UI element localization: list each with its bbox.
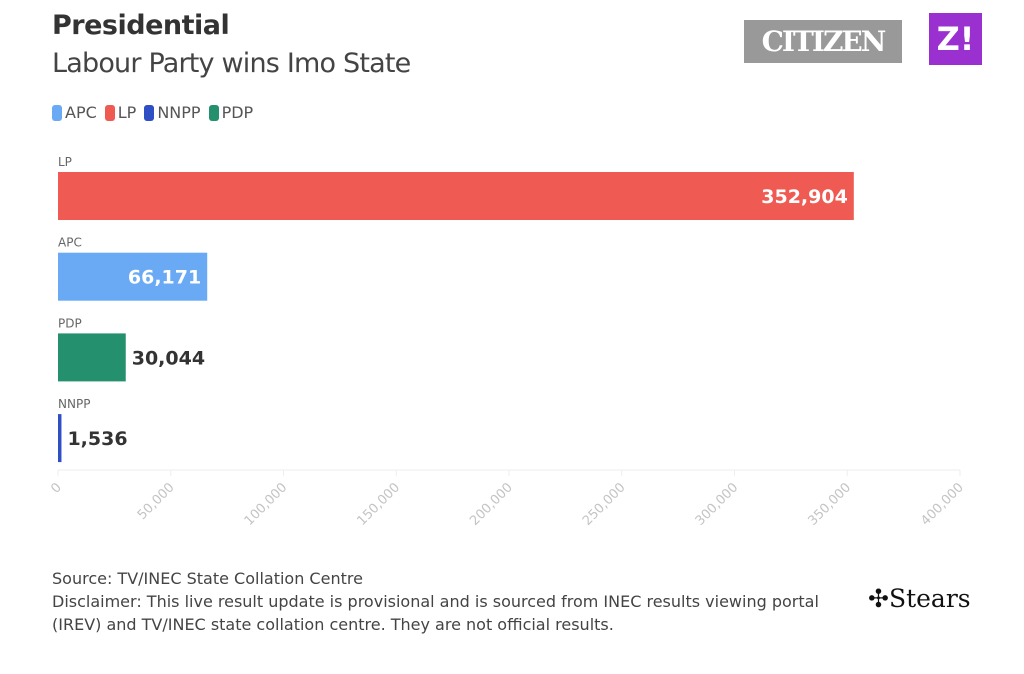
- legend-item-nnpp[interactable]: NNPP: [144, 103, 201, 122]
- x-tick-label: 250,000: [580, 480, 629, 529]
- stears-logo-text: Stears: [888, 584, 971, 613]
- legend-swatch: [144, 104, 155, 121]
- legend-label: APC: [65, 103, 97, 122]
- x-tick-label: 400,000: [918, 480, 967, 529]
- legend-swatch: [104, 104, 115, 121]
- z-logo-text: Z!: [936, 20, 975, 58]
- x-tick-label: 150,000: [354, 480, 403, 529]
- legend-item-lp[interactable]: LP: [104, 103, 137, 122]
- bar-lp: [58, 172, 854, 220]
- legend-label: NNPP: [157, 103, 201, 122]
- bar-value-label: 1,536: [67, 428, 127, 450]
- citizen-logo: CITIZEN: [744, 20, 902, 63]
- z-logo: Z!: [929, 13, 982, 65]
- legend-label: PDP: [221, 103, 254, 122]
- legend-label: LP: [117, 103, 137, 122]
- source-text: Source: TV/INEC State Collation Centre: [52, 569, 363, 588]
- legend-item-pdp[interactable]: PDP: [208, 103, 254, 122]
- bar-pdp: [58, 333, 126, 382]
- bar-category-label: PDP: [58, 316, 82, 330]
- chart-subtitle: Labour Party wins Imo State: [52, 48, 411, 79]
- bar-category-label: APC: [58, 236, 82, 250]
- stears-logo: ✣Stears: [868, 584, 971, 613]
- x-tick-label: 0: [48, 480, 64, 496]
- x-tick-label: 200,000: [467, 480, 516, 529]
- x-tick-label: 50,000: [135, 480, 178, 523]
- bar-apc: [58, 252, 208, 301]
- x-tick-label: 350,000: [805, 480, 854, 529]
- bar-value-label: 30,044: [132, 347, 205, 369]
- chart-title: Presidential: [52, 10, 230, 41]
- footer: Source: TV/INEC State Collation Centre D…: [52, 567, 842, 636]
- bar-nnpp: [58, 414, 62, 463]
- citizen-logo-text: CITIZEN: [761, 25, 887, 58]
- stears-icon: ✣: [868, 584, 889, 613]
- bar-category-label: LP: [58, 155, 72, 169]
- legend-swatch: [52, 104, 62, 121]
- disclaimer-text: Disclaimer: This live result update is p…: [52, 592, 819, 634]
- bar-category-label: NNPP: [58, 397, 90, 411]
- bar-value-label: 352,904: [761, 186, 848, 208]
- legend-swatch: [208, 104, 219, 121]
- bar-value-label: 66,171: [128, 267, 201, 289]
- legend: APC LP NNPP PDP: [52, 103, 253, 122]
- legend-item-apc[interactable]: APC: [52, 103, 97, 122]
- x-tick-label: 300,000: [693, 480, 742, 529]
- x-tick-label: 100,000: [242, 480, 291, 529]
